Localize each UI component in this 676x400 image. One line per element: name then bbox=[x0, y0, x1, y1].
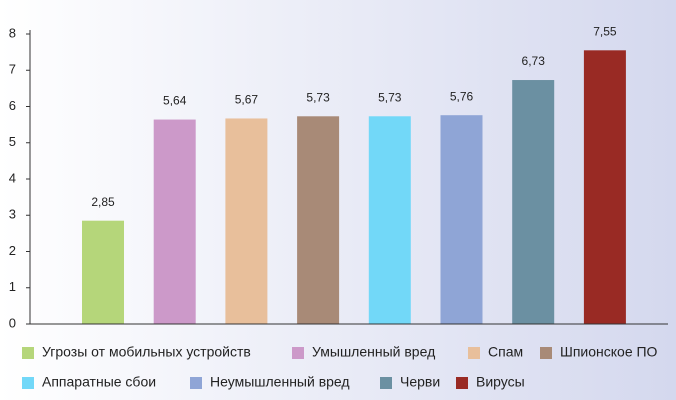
value-label: 2,85 bbox=[91, 195, 115, 209]
bar bbox=[82, 220, 124, 324]
legend-label: Угрозы от мобильных устройств bbox=[42, 344, 251, 360]
value-label: 6,73 bbox=[522, 54, 546, 68]
y-tick-label: 0 bbox=[9, 315, 16, 330]
legend-swatch bbox=[22, 347, 34, 359]
bar bbox=[583, 50, 626, 324]
legend-label: Неумышленный вред bbox=[210, 374, 350, 390]
y-tick-label: 1 bbox=[9, 279, 16, 294]
legend-swatch bbox=[540, 347, 552, 359]
legend-label: Шпионское ПО bbox=[560, 344, 658, 360]
bar bbox=[225, 118, 268, 325]
y-tick-label: 4 bbox=[9, 170, 16, 185]
legend-swatch bbox=[380, 377, 392, 389]
y-tick-label: 6 bbox=[9, 98, 16, 113]
legend-label: Умышленный вред bbox=[312, 344, 435, 360]
y-tick-label: 3 bbox=[9, 207, 16, 222]
y-tick-label: 8 bbox=[9, 25, 16, 40]
legend-swatch bbox=[190, 377, 202, 389]
y-tick-label: 5 bbox=[9, 134, 16, 149]
legend-label: Спам bbox=[488, 344, 523, 360]
legend-swatch bbox=[456, 377, 468, 389]
bar bbox=[297, 116, 340, 324]
value-label: 5,76 bbox=[450, 89, 474, 103]
legend-swatch bbox=[292, 347, 304, 359]
value-label: 5,67 bbox=[235, 93, 259, 107]
legend-label: Черви bbox=[400, 374, 440, 390]
bar bbox=[368, 116, 411, 324]
value-label: 7,55 bbox=[593, 24, 617, 38]
value-label: 5,64 bbox=[163, 94, 187, 108]
y-tick-label: 2 bbox=[9, 243, 16, 258]
legend-swatch bbox=[468, 347, 480, 359]
bar bbox=[153, 119, 196, 324]
legend-label: Аппаратные сбои bbox=[42, 374, 156, 390]
bar bbox=[512, 80, 555, 324]
y-tick-label: 7 bbox=[9, 62, 16, 77]
value-label: 5,73 bbox=[306, 90, 330, 104]
value-label: 5,73 bbox=[378, 90, 402, 104]
bar bbox=[440, 115, 483, 324]
legend-label: Вирусы bbox=[476, 374, 525, 390]
legend-swatch bbox=[22, 377, 34, 389]
